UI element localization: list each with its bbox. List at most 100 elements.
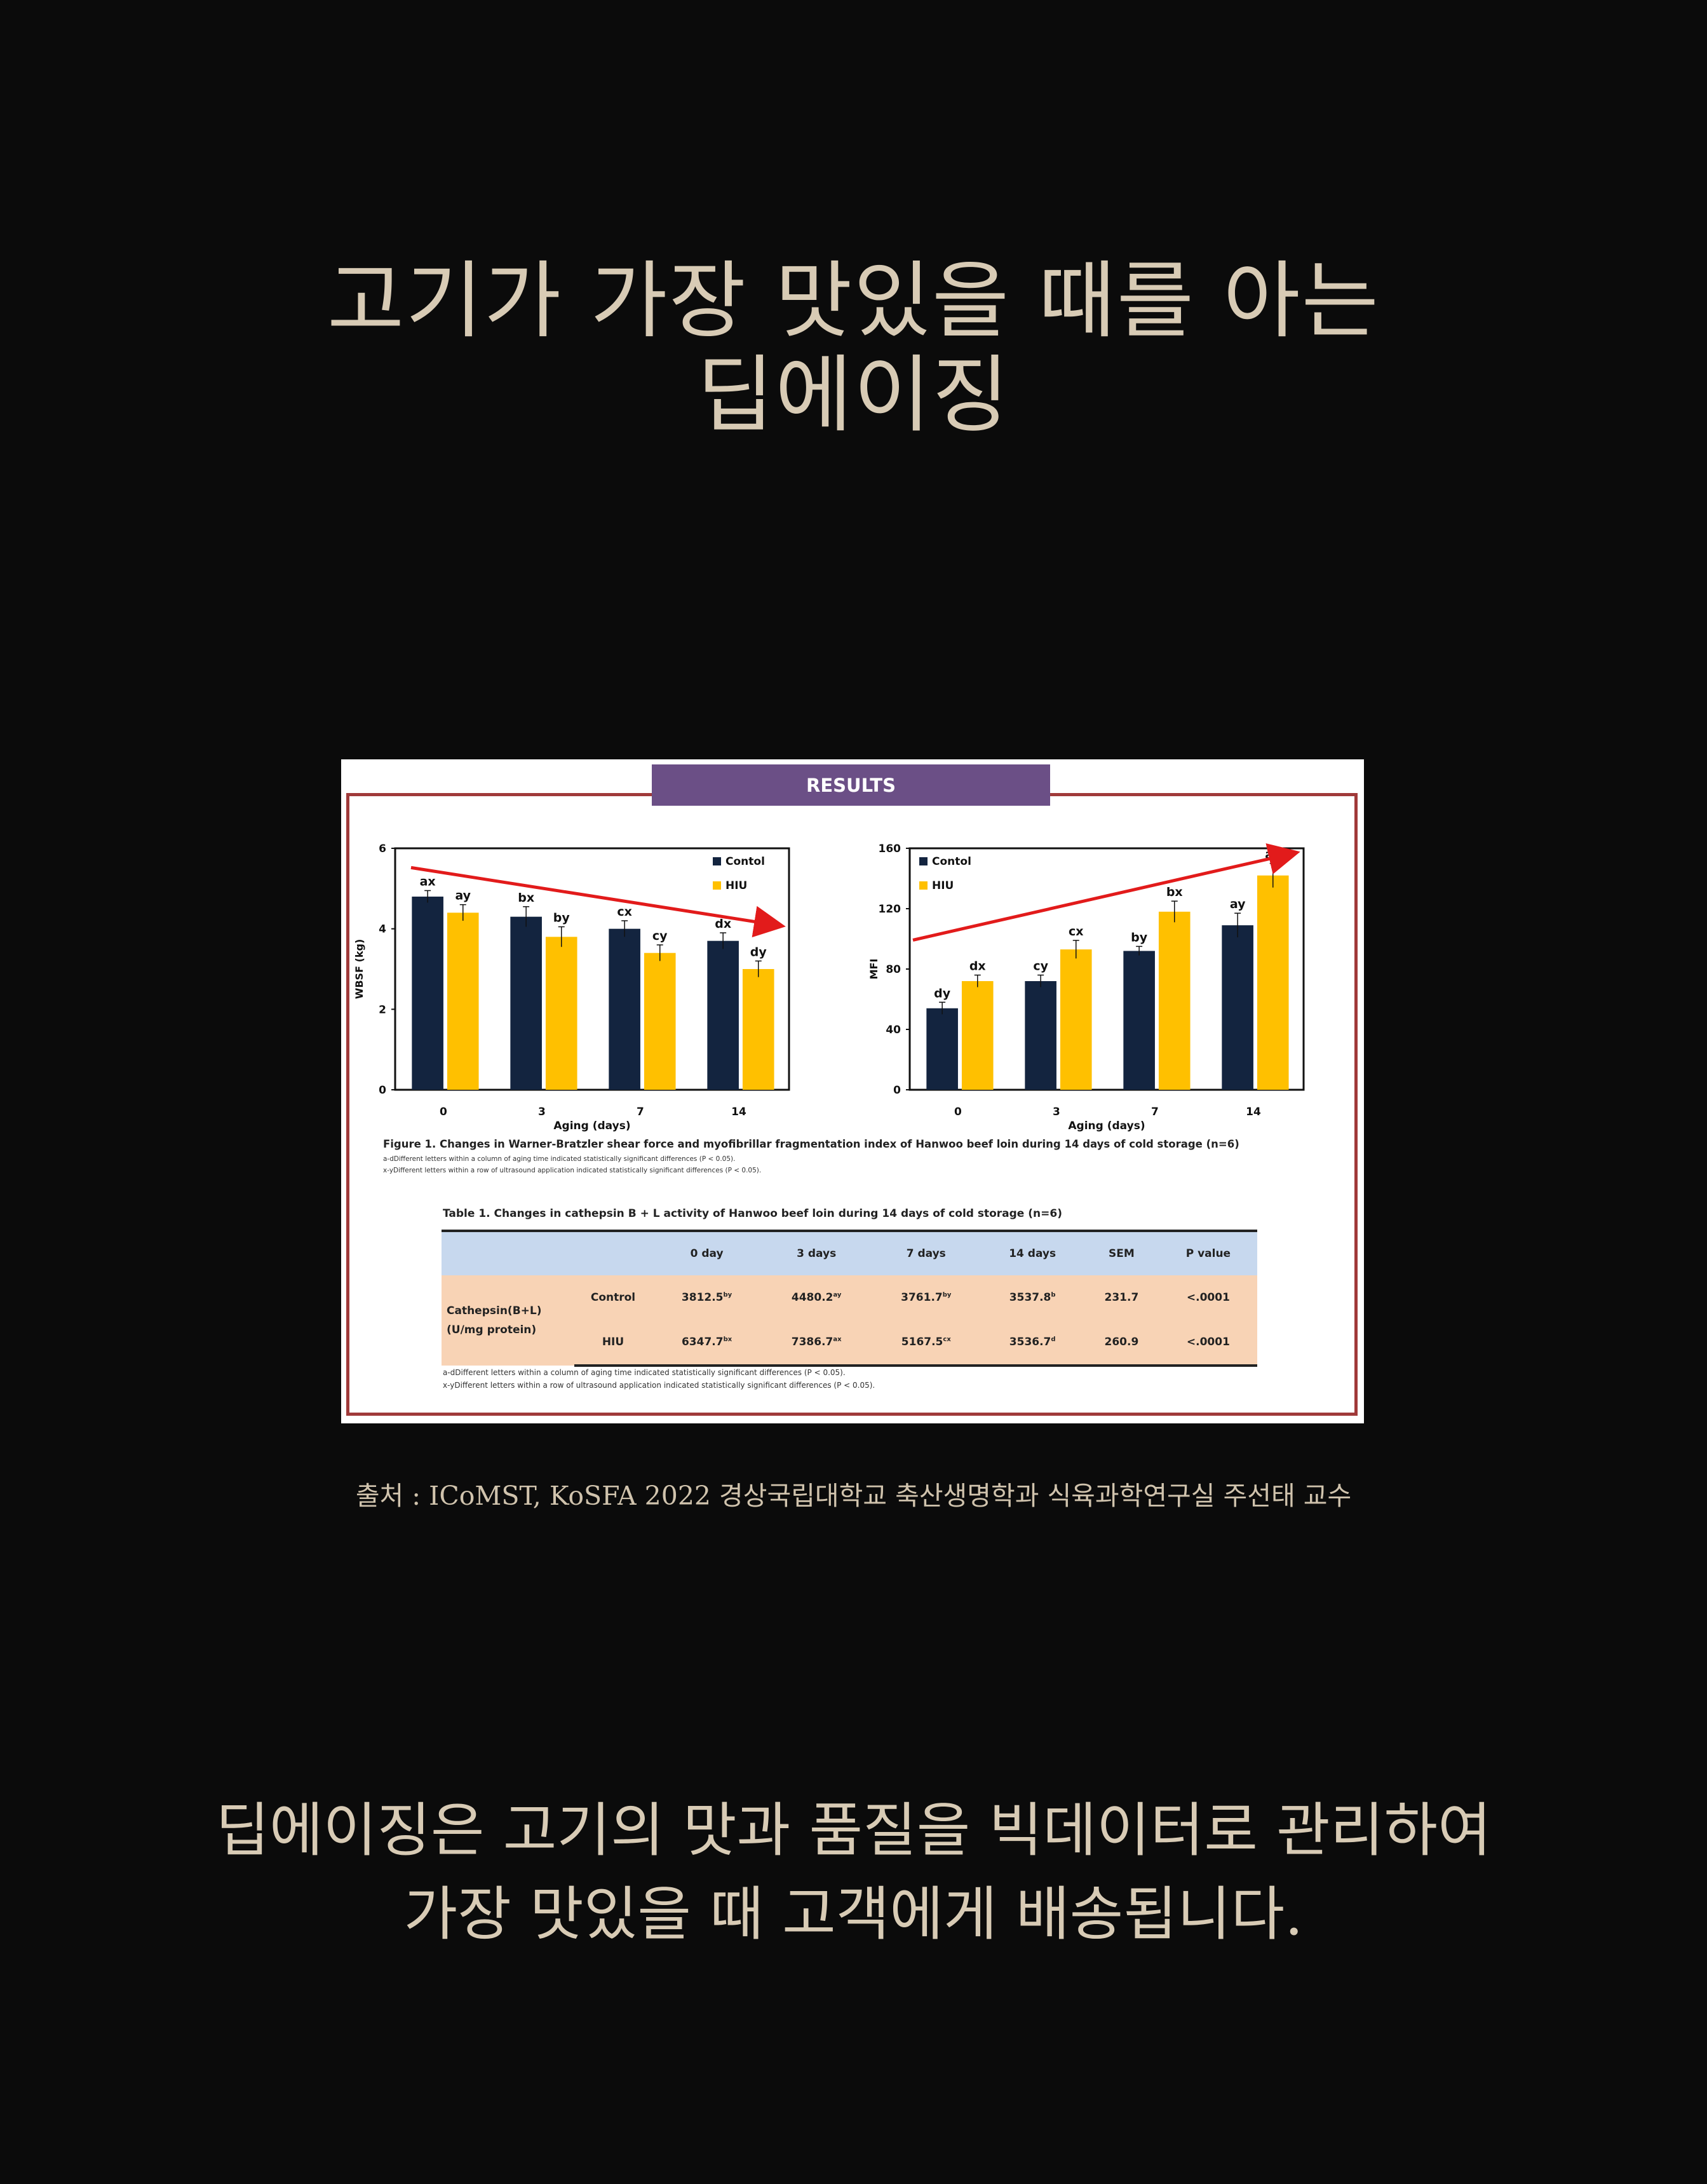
bar xyxy=(707,940,739,1090)
x-tick-label: 0 xyxy=(440,1106,447,1118)
bar xyxy=(644,953,676,1090)
bar xyxy=(1257,875,1289,1090)
legend-label: HIU xyxy=(932,879,954,892)
table-title: Table 1. Changes in cathepsin B + L acti… xyxy=(443,1207,1062,1220)
table-row: HIU 6347.7bx 7386.7ax 5167.5cx 3536.7d 2… xyxy=(442,1320,1257,1367)
x-axis-label: Aging (days) xyxy=(553,1120,630,1132)
y-tick-label: 40 xyxy=(886,1024,901,1036)
bar-label: cx xyxy=(617,905,632,919)
table-cell: 3537.8b xyxy=(981,1275,1084,1320)
bar xyxy=(926,1008,958,1090)
y-tick-label: 2 xyxy=(379,1003,386,1016)
table-cell: 3536.7d xyxy=(981,1320,1084,1367)
bar-label: dy xyxy=(934,986,951,1000)
bar xyxy=(1222,925,1253,1090)
table-note-2: x-yDifferent letters within a row of ult… xyxy=(443,1381,875,1390)
x-tick-label: 7 xyxy=(1151,1106,1159,1118)
bar xyxy=(447,912,479,1090)
bar-label: cy xyxy=(1033,960,1048,973)
bar-label: bx xyxy=(518,891,534,905)
y-tick-label: 80 xyxy=(886,963,901,976)
y-axis-label: MFI xyxy=(868,959,880,980)
table-row-label: Cathepsin(B+L) (U/mg protein) xyxy=(442,1275,574,1366)
legend-swatch xyxy=(713,881,721,890)
y-tick-label: 120 xyxy=(879,903,901,916)
table-header-cell: P value xyxy=(1159,1230,1257,1275)
bar xyxy=(961,981,994,1090)
table-cell: 3812.5by xyxy=(652,1275,762,1320)
table-row: Cathepsin(B+L) (U/mg protein) Control 38… xyxy=(442,1275,1257,1366)
table-cell: 4480.2ay xyxy=(762,1275,872,1320)
bar-label: ay xyxy=(455,889,471,903)
table-cell: 6347.7bx xyxy=(652,1320,762,1367)
table-cell: 7386.7ax xyxy=(762,1320,872,1367)
table-cell-sem: 231.7 xyxy=(1084,1275,1159,1320)
trend-arrow xyxy=(912,843,1300,942)
bar-label: bx xyxy=(1166,885,1183,899)
page-title-line-1: 고기가 가장 맛있을 때를 아는 xyxy=(327,252,1380,350)
legend-label: HIU xyxy=(725,879,747,892)
page-title-line-2: 딥에이징 xyxy=(696,346,1011,444)
plot-frame xyxy=(394,847,790,1091)
x-tick-label: 0 xyxy=(954,1106,962,1118)
row-label-line-1: Cathepsin(B+L) xyxy=(447,1305,542,1317)
bar-label: ax xyxy=(420,875,436,889)
mfi-chart: 04080120160MFIdydx0cycx3bybx7ayax14Aging… xyxy=(868,843,1305,1132)
y-tick-label: 160 xyxy=(879,843,901,855)
bar-label: cy xyxy=(652,929,668,943)
x-tick-label: 14 xyxy=(1246,1106,1261,1118)
table-header-row: 0 day 3 days 7 days 14 days SEM P value xyxy=(442,1230,1257,1275)
bottom-line-2: 가장 맛있을 때 고객에게 배송됩니다. xyxy=(403,1880,1304,1948)
table-cell: 5167.5cx xyxy=(871,1320,982,1367)
y-axis-label: WBSF (kg) xyxy=(354,939,365,1000)
page-title: 고기가 가장 맛있을 때를 아는 딥에이징 xyxy=(0,254,1707,442)
legend-label: Contol xyxy=(725,855,765,868)
x-axis-label: Aging (days) xyxy=(1068,1120,1145,1132)
row-label-line-2: (U/mg protein) xyxy=(447,1324,537,1336)
figure-note-1: a-dDifferent letters within a column of … xyxy=(383,1155,736,1163)
y-tick-label: 0 xyxy=(379,1084,386,1097)
legend-label: Contol xyxy=(932,855,971,868)
y-tick-label: 4 xyxy=(379,923,386,936)
results-poster: RESULTS 0 2 4 6 WBSF (kg) ax ay 0 bx by 3 cx cy 7 dx dy… xyxy=(341,759,1364,1423)
table-header-blank xyxy=(574,1230,652,1275)
bar-label: dx xyxy=(715,917,731,931)
source-credit: 출처 : ICoMST, KoSFA 2022 경상국립대학교 축산생명학과 식… xyxy=(355,1481,1352,1511)
legend-swatch xyxy=(713,857,721,865)
bar xyxy=(742,969,774,1090)
bar xyxy=(510,916,542,1090)
table-group-label: Control xyxy=(574,1275,652,1320)
bar-label: dx xyxy=(969,960,986,973)
x-tick-label: 14 xyxy=(731,1106,746,1118)
x-tick-label: 7 xyxy=(637,1106,644,1118)
table-cell-p: <.0001 xyxy=(1159,1275,1257,1320)
table-note-1: a-dDifferent letters within a column of … xyxy=(443,1368,846,1377)
legend-swatch xyxy=(919,881,928,890)
bar-label: cx xyxy=(1069,925,1084,939)
figure-note-2: x-yDifferent letters within a row of ult… xyxy=(383,1167,762,1174)
bottom-description: 딥에이징은 고기의 맛과 품질을 빅데이터로 관리하여 가장 맛있을 때 고객에… xyxy=(0,1789,1707,1957)
y-tick-label: 0 xyxy=(893,1084,901,1097)
table-header-cell: 0 day xyxy=(652,1230,762,1275)
table-header-cell: 3 days xyxy=(762,1230,872,1275)
table-header-cell: 7 days xyxy=(871,1230,982,1275)
trend-arrow xyxy=(410,865,786,938)
cathepsin-table: 0 day 3 days 7 days 14 days SEM P value … xyxy=(442,1230,1257,1367)
table-header-blank xyxy=(442,1230,574,1275)
table-cell: 3761.7by xyxy=(871,1275,982,1320)
bar xyxy=(545,937,577,1090)
bottom-line-1: 딥에이징은 고기의 맛과 품질을 빅데이터로 관리하여 xyxy=(215,1796,1492,1864)
bar xyxy=(1025,981,1056,1090)
table-header-cell: 14 days xyxy=(981,1230,1084,1275)
x-tick-label: 3 xyxy=(1053,1106,1060,1118)
bar-label: by xyxy=(1131,930,1148,944)
table-cell-sem: 260.9 xyxy=(1084,1320,1159,1367)
figure-caption: Figure 1. Changes in Warner-Bratzler she… xyxy=(383,1138,1239,1150)
table-header-cell: SEM xyxy=(1084,1230,1159,1275)
table-cell-p: <.0001 xyxy=(1159,1320,1257,1367)
bar-label: ay xyxy=(1230,897,1246,911)
bar xyxy=(412,897,443,1090)
y-tick-label: 6 xyxy=(379,843,386,855)
bar xyxy=(1123,951,1155,1090)
wbsf-chart: 0 2 4 6 WBSF (kg) ax ay 0 bx by 3 cx cy 7 dx dy 14 Aging … xyxy=(354,843,790,1132)
